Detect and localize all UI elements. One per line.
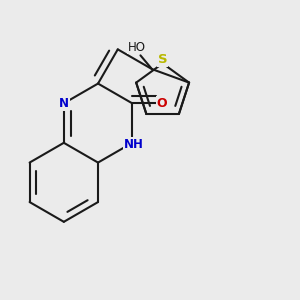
Text: NH: NH [124,138,144,151]
Text: O: O [157,97,167,110]
Text: S: S [158,53,167,66]
Text: HO: HO [128,40,146,54]
Text: N: N [59,97,69,110]
